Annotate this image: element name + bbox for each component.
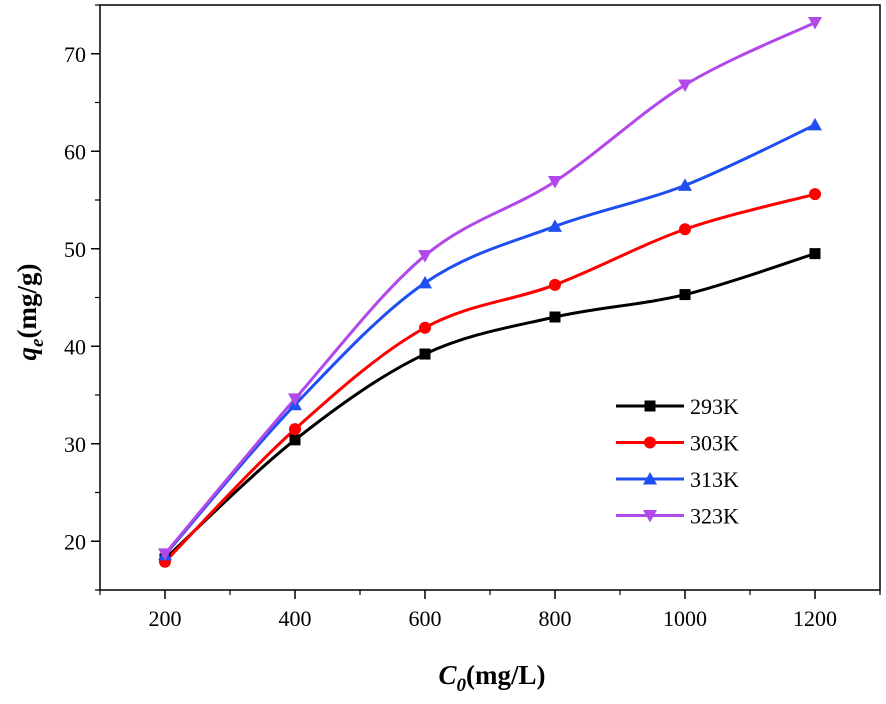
data-point-313K (808, 117, 822, 131)
x-axis-title-main: C (439, 660, 458, 690)
data-point-323K (418, 250, 432, 263)
series-line-303K (163, 192, 816, 563)
x-axis-title-unit: (mg/L) (466, 660, 545, 690)
y-axis-title-main: q (12, 347, 42, 361)
x-tick-label: 1200 (793, 606, 837, 631)
x-tick-label: 600 (409, 606, 442, 631)
legend: 293K 303K 313K 323K (616, 394, 739, 529)
axes (99, 4, 881, 591)
data-point-303K (419, 321, 431, 334)
y-tick-label: 70 (64, 42, 86, 67)
data-point-323K (548, 175, 562, 189)
data-point-303K (809, 188, 821, 201)
axis-ticks: 200 400 600 800 1000 1200 20 30 40 50 60 70 (64, 4, 881, 631)
data-point-323K (808, 17, 822, 30)
data-point-303K (289, 423, 301, 436)
series-line-323K (163, 21, 816, 555)
data-point-303K (549, 278, 561, 291)
data-point-313K (678, 178, 692, 191)
legend-marker-313K (643, 472, 657, 485)
y-axis-title-sub: e (27, 338, 48, 347)
y-tick-label: 20 (64, 529, 86, 554)
data-point-313K (418, 275, 432, 289)
legend-marker-323K (643, 510, 657, 523)
series-markers (158, 17, 822, 568)
data-point-323K (288, 393, 302, 406)
y-tick-label: 50 (64, 237, 86, 262)
data-point-323K (678, 79, 692, 92)
y-axis-title: qe(mg/g) (12, 264, 48, 361)
legend-label-323K: 323K (690, 504, 739, 529)
legend-label-313K: 313K (690, 467, 739, 492)
x-tick-label: 200 (149, 606, 182, 631)
data-point-293K (679, 289, 691, 301)
data-point-293K (809, 248, 821, 260)
data-point-323K (158, 548, 172, 561)
x-tick-label: 400 (279, 606, 312, 631)
y-tick-label: 40 (64, 334, 86, 359)
data-point-293K (419, 348, 431, 360)
legend-label-293K: 293K (690, 394, 739, 419)
legend-label-303K: 303K (690, 431, 739, 456)
data-point-313K (548, 219, 562, 232)
y-tick-label: 30 (64, 432, 86, 457)
series-lines (163, 21, 816, 563)
data-point-293K (549, 311, 561, 323)
plot-frame (99, 4, 881, 591)
data-point-293K (289, 434, 301, 446)
x-tick-label: 1000 (663, 606, 707, 631)
y-axis-title-unit: (mg/g) (12, 264, 42, 339)
y-tick-label: 60 (64, 139, 86, 164)
data-point-303K (679, 223, 691, 236)
x-axis-title-sub: 0 (457, 675, 467, 696)
legend-marker-303K (644, 436, 656, 449)
series-line-293K (163, 252, 816, 560)
x-tick-label: 800 (539, 606, 572, 631)
x-axis-title: C0(mg/L) (439, 660, 546, 696)
series-line-313K (163, 123, 816, 556)
legend-marker-293K (644, 400, 656, 412)
